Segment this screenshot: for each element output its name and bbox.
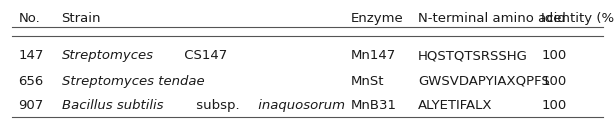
Text: 656: 656 [18,75,44,88]
Text: MnB31: MnB31 [351,99,397,112]
Text: subsp.: subsp. [192,99,240,112]
Text: 100: 100 [541,49,566,62]
Text: 100: 100 [541,99,566,112]
Text: GWSVDAPYIAXQPFS: GWSVDAPYIAXQPFS [418,75,550,88]
Text: No.: No. [18,12,40,25]
Text: inaquosorum: inaquosorum [254,99,345,112]
Text: 147: 147 [18,49,44,62]
Text: HQSTQTSRSSHG: HQSTQTSRSSHG [418,49,528,62]
Text: MnSt: MnSt [351,75,384,88]
Text: Strain: Strain [62,12,101,25]
Text: CS147: CS147 [180,49,228,62]
Text: Streptomyces: Streptomyces [62,49,154,62]
Text: Mn147: Mn147 [351,49,396,62]
Text: Streptomyces tendae: Streptomyces tendae [62,75,204,88]
Text: ALYETIFALX: ALYETIFALX [418,99,493,112]
Text: Enzyme: Enzyme [351,12,403,25]
Text: Identity (%): Identity (%) [541,12,615,25]
Text: N-terminal amino acid: N-terminal amino acid [418,12,566,25]
Text: 100: 100 [541,75,566,88]
Text: Bacillus subtilis: Bacillus subtilis [62,99,163,112]
Text: 907: 907 [18,99,44,112]
